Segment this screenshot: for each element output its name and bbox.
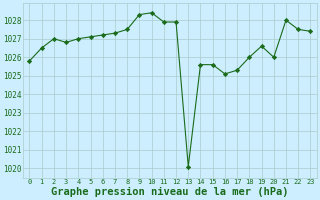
X-axis label: Graphe pression niveau de la mer (hPa): Graphe pression niveau de la mer (hPa): [51, 186, 289, 197]
